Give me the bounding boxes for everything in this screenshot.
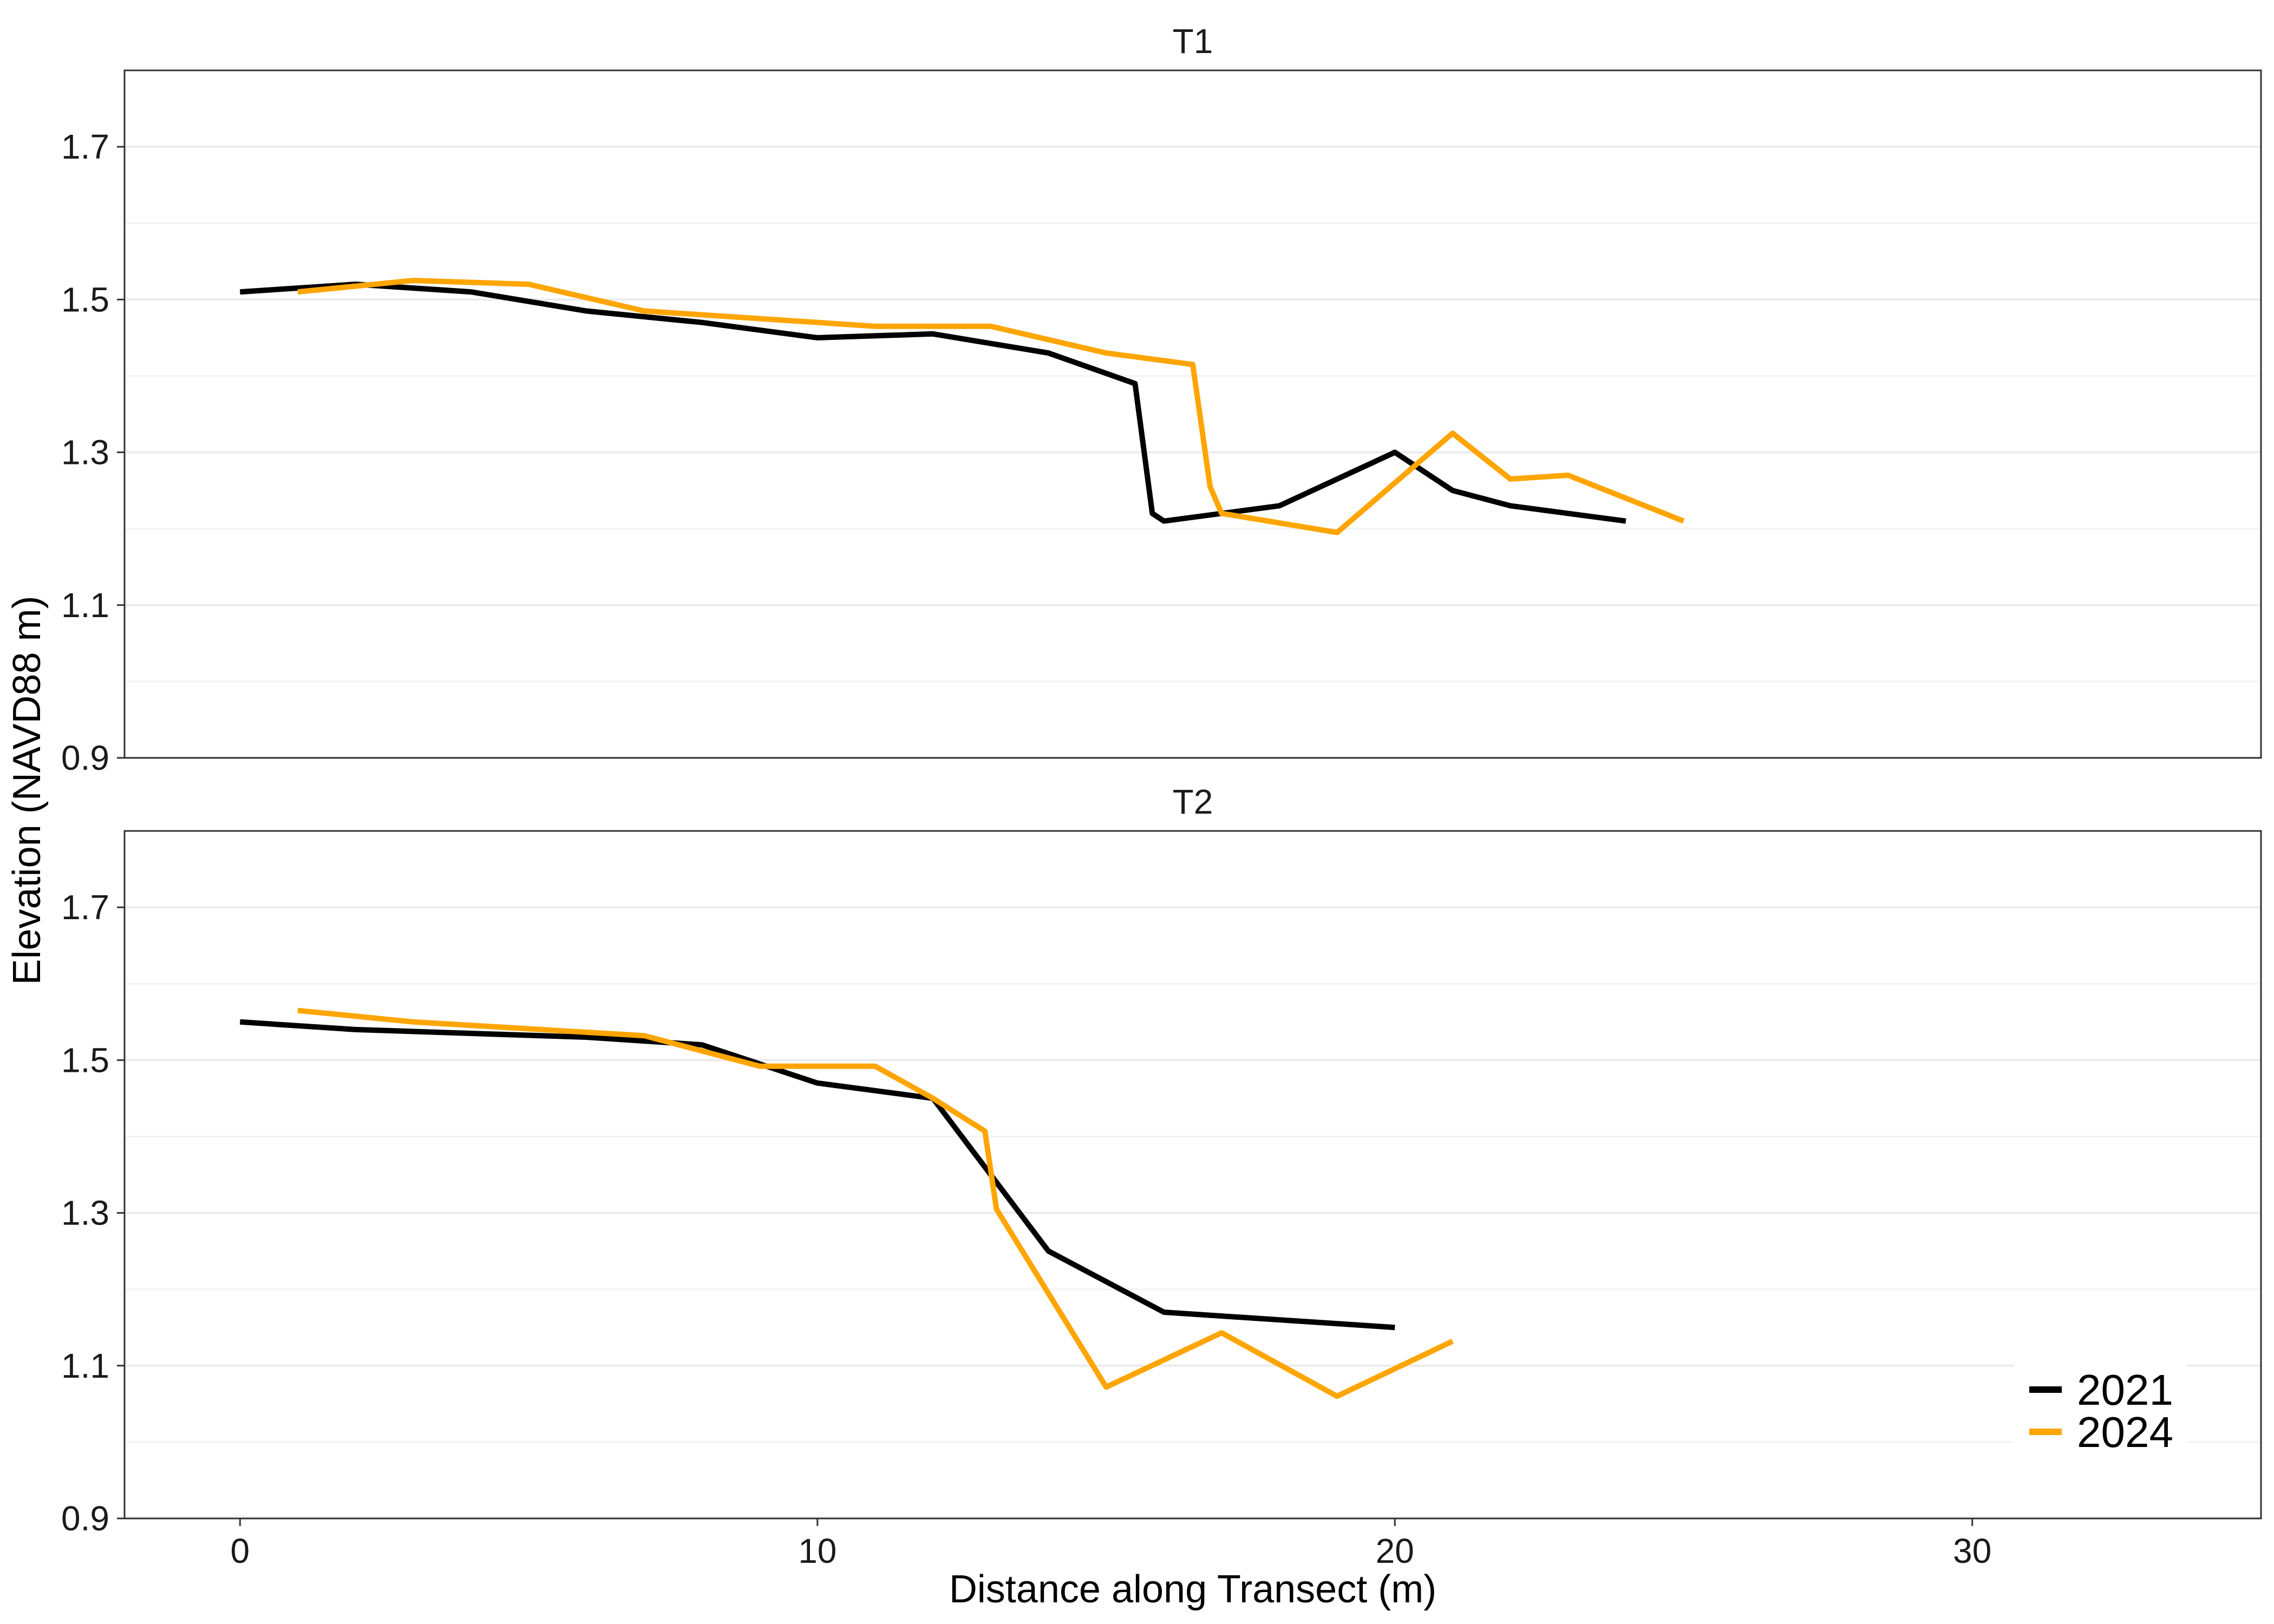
y-tick-label: 1.1 xyxy=(61,1346,109,1385)
panel-t2-y-axis: 0.9 1.1 1.3 1.5 1.7 xyxy=(61,888,125,1538)
series-line-t1-2021 xyxy=(239,281,1626,524)
legend-background xyxy=(2014,1359,2187,1456)
panel-title-t1: T1 xyxy=(1173,22,1213,61)
panel-t2: T2 0.9 1.1 1.3 1.5 1.7 xyxy=(61,782,2262,1538)
panel-t1-grid xyxy=(125,146,2261,759)
y-axis-title: Elevation (NAVD88 m) xyxy=(5,596,49,985)
x-axis-title: Distance along Transect (m) xyxy=(949,1568,1436,1611)
panel-t1-border xyxy=(123,69,2262,759)
y-tick-label: 1.5 xyxy=(61,1040,109,1079)
x-tick-label: 30 xyxy=(1953,1531,1991,1570)
panel-t1-lines xyxy=(239,278,1685,535)
panel-t2-grid xyxy=(125,906,2261,1520)
series-line-t1-2024 xyxy=(297,278,1685,535)
x-tick-label: 10 xyxy=(798,1531,837,1570)
legend-label-2021: 2021 xyxy=(2077,1366,2173,1414)
legend: 2021 2024 xyxy=(2014,1359,2187,1456)
series-line-t2-2021 xyxy=(239,1019,1395,1331)
panel-t2-lines xyxy=(239,1007,1454,1399)
legend-label-2024: 2024 xyxy=(2077,1408,2173,1456)
y-tick-label: 0.9 xyxy=(61,1499,109,1538)
panel-t1-y-axis: 0.9 1.1 1.3 1.5 1.7 xyxy=(61,127,125,777)
y-tick-label: 1.7 xyxy=(61,888,109,927)
y-tick-label: 1.1 xyxy=(61,586,109,625)
y-tick-label: 1.5 xyxy=(61,280,109,319)
y-tick-label: 1.3 xyxy=(61,433,109,472)
y-tick-label: 0.9 xyxy=(61,738,109,777)
panel-t1: T1 0.9 1.1 1.3 1.5 1.7 xyxy=(61,22,2262,777)
x-tick-label: 0 xyxy=(231,1531,250,1570)
y-tick-label: 1.3 xyxy=(61,1194,109,1233)
panel-title-t2: T2 xyxy=(1173,782,1213,821)
panel-t2-border xyxy=(123,830,2262,1520)
series-line-t2-2024 xyxy=(297,1007,1454,1399)
x-axis: 0 10 20 30 xyxy=(231,1518,1991,1570)
x-tick-label: 20 xyxy=(1376,1531,1414,1570)
y-tick-label: 1.7 xyxy=(61,127,109,166)
